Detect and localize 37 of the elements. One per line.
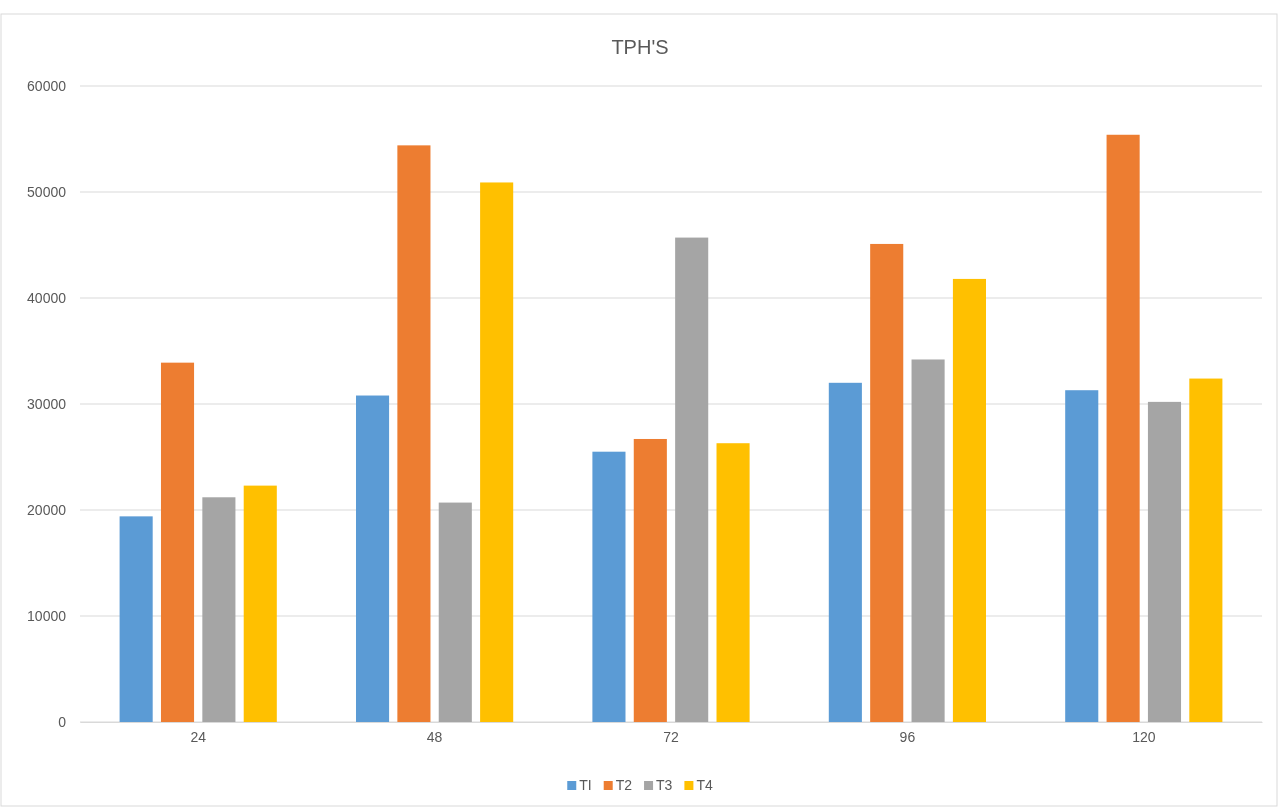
bar [438, 502, 472, 722]
bar [480, 182, 514, 722]
bar [870, 243, 904, 722]
bar [1147, 401, 1182, 722]
y-tick-label: 20000 [27, 501, 67, 518]
y-tick-label: 60000 [27, 77, 67, 94]
chart-title: TPH'S [611, 36, 669, 58]
bar [1189, 378, 1223, 722]
bar [592, 451, 626, 722]
bar [633, 438, 667, 722]
legend-label: T4 [696, 777, 713, 793]
bar [160, 362, 195, 722]
bar [911, 359, 945, 722]
y-tick-label: 30000 [27, 395, 67, 412]
bar [1065, 390, 1099, 722]
x-tick-label: 120 [1132, 728, 1156, 745]
x-tick-label: 96 [899, 728, 916, 745]
bar [397, 145, 431, 722]
bar [1106, 134, 1140, 722]
bar [675, 237, 709, 722]
y-tick-label: 0 [58, 713, 67, 730]
bar [202, 497, 236, 722]
legend-label: TI [579, 777, 592, 793]
bar [828, 382, 862, 722]
bar [119, 516, 153, 722]
x-tick-label: 72 [663, 728, 679, 745]
y-tick-label: 10000 [27, 607, 67, 624]
x-tick-label: 24 [190, 728, 207, 745]
legend-label: T3 [656, 777, 673, 793]
y-tick-label: 40000 [27, 289, 67, 306]
x-tick-label: 48 [426, 728, 443, 745]
bar [243, 485, 277, 722]
bar [716, 443, 750, 722]
bar [952, 278, 986, 722]
legend-label: T2 [615, 777, 633, 793]
y-tick-label: 50000 [27, 183, 67, 200]
bar [356, 395, 390, 722]
